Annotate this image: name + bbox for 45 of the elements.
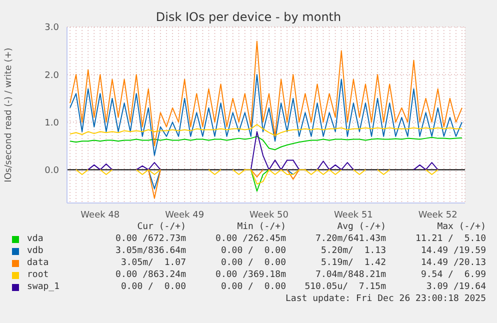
text: 3.05m/836.64m bbox=[114, 245, 186, 257]
line-series bbox=[70, 136, 462, 150]
y-axis-title: IOs/second read (-) / write (+) bbox=[4, 48, 14, 182]
text: Last update: Fri Dec 26 23:00:18 2025 bbox=[284, 293, 486, 305]
text: 9.54 / 6.99 bbox=[420, 269, 486, 281]
text: 0.00 / 0.00 bbox=[220, 281, 286, 293]
x-tick-label: Week 49 bbox=[165, 210, 204, 220]
line-series bbox=[70, 40, 462, 146]
text: 3.09 /19.64 bbox=[425, 281, 486, 293]
y-tick-label: 3.0 bbox=[44, 23, 60, 34]
chart-title: Disk IOs per device - by month bbox=[154, 10, 342, 24]
text: 7.20m/641.43m bbox=[314, 233, 386, 245]
y-tick-label: 2.0 bbox=[44, 70, 60, 81]
x-tick-label: Week 52 bbox=[418, 210, 458, 220]
x-tick-label: Week 51 bbox=[334, 210, 373, 220]
text: 14.49 /20.13 bbox=[420, 257, 486, 269]
x-tick-label: Week 48 bbox=[80, 210, 120, 220]
text: 510.05u/ 7.15m bbox=[304, 281, 386, 293]
text: 7.04m/848.21m bbox=[314, 269, 386, 281]
text: 11.21 / 5.10 bbox=[414, 233, 486, 245]
y-tick-label: 1.0 bbox=[44, 118, 60, 128]
text: 0.00 / 0.00 bbox=[220, 257, 286, 269]
text: Min (-/+) bbox=[236, 221, 286, 233]
text: 0.00 / 0.00 bbox=[120, 281, 186, 293]
legend-label: data bbox=[27, 257, 49, 269]
text: 0.00 /672.73m bbox=[114, 233, 186, 245]
text: 14.49 /19.59 bbox=[420, 245, 486, 257]
legend-label: vda bbox=[27, 233, 44, 245]
text: 0.00 /369.18m bbox=[214, 269, 286, 281]
legend-label: root bbox=[27, 269, 49, 281]
line-series bbox=[70, 74, 462, 156]
text: 5.20m/ 1.13 bbox=[320, 245, 386, 257]
text: 0.00 /863.24m bbox=[114, 269, 186, 281]
legend-label: vdb bbox=[27, 245, 44, 257]
text: Cur (-/+) bbox=[136, 221, 186, 233]
legend-label: swap_1 bbox=[27, 281, 60, 293]
line-series bbox=[70, 124, 462, 136]
text: 0.00 / 0.00 bbox=[220, 245, 286, 257]
text: 5.19m/ 1.42 bbox=[320, 257, 386, 269]
text: Max (-/+) bbox=[436, 221, 486, 233]
y-tick-label: 0.0 bbox=[44, 166, 60, 176]
text: 3.05m/ 1.07 bbox=[120, 257, 186, 269]
text: 0.00 /262.45m bbox=[214, 233, 286, 245]
x-tick-label: Week 50 bbox=[250, 210, 289, 220]
text: Avg (-/+) bbox=[336, 221, 386, 233]
